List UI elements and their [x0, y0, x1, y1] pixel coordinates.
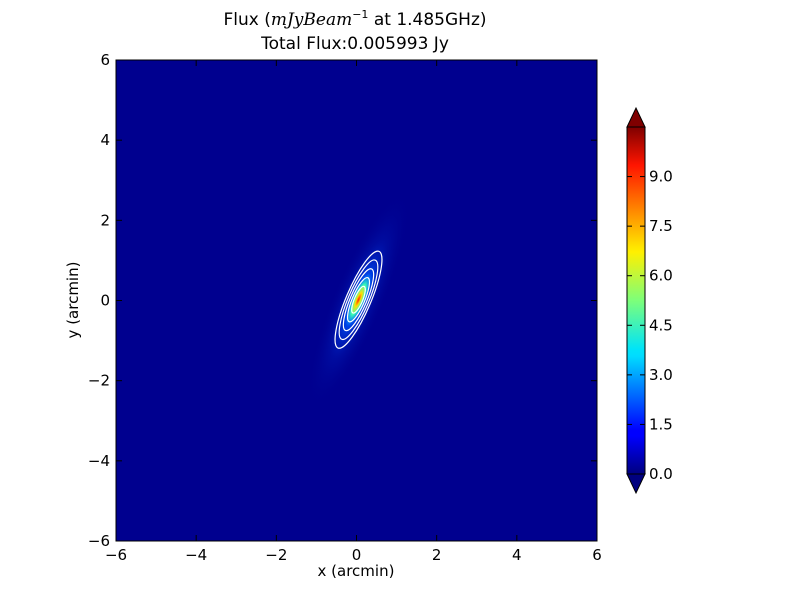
title-math: mJyBeam	[271, 10, 352, 30]
x-tick-label: −6	[105, 546, 127, 564]
colorbar-tick-label: 0.0	[649, 465, 673, 483]
x-tick-label: 6	[592, 546, 602, 564]
y-axis-ticks: −6 −4 −2 0 2 4 6	[88, 51, 597, 550]
y-axis-label: y (arcmin)	[64, 262, 82, 339]
colorbar: 0.0 1.5 3.0 4.5 6.0 7.5 9.0	[626, 106, 673, 495]
contour-level-4	[346, 276, 371, 323]
chart-title-line2: Total Flux:0.005993 Jy	[260, 34, 449, 54]
colorbar-tick-label: 3.0	[649, 366, 673, 384]
colorbar-gradient	[626, 126, 646, 475]
contour-level-5	[351, 285, 366, 314]
contour-level-3	[342, 268, 375, 332]
x-tick-label: 2	[432, 546, 442, 564]
colorbar-ticks: 0.0 1.5 3.0 4.5 6.0 7.5 9.0	[627, 168, 673, 483]
y-tick-label: −4	[88, 452, 110, 470]
x-tick-label: −4	[185, 546, 207, 564]
source-emission	[307, 192, 410, 407]
colorbar-tick-label: 1.5	[649, 415, 673, 433]
colorbar-tick-label: 6.0	[649, 267, 673, 285]
x-axis-label: x (arcmin)	[318, 562, 395, 580]
x-axis-ticks: −6 −4 −2 0 2 4 6	[105, 60, 602, 564]
y-tick-label: 0	[100, 292, 110, 310]
y-tick-label: 4	[100, 131, 110, 149]
source-core	[345, 272, 372, 327]
title-prefix: Flux (	[223, 10, 270, 30]
y-tick-label: 6	[100, 51, 110, 69]
colorbar-tick-label: 4.5	[649, 316, 673, 334]
y-tick-label: −6	[88, 532, 110, 550]
x-tick-label: 0	[352, 546, 362, 564]
x-tick-label: 4	[512, 546, 522, 564]
x-tick-label: −2	[265, 546, 287, 564]
contour-level-1	[334, 250, 383, 349]
y-tick-label: −2	[88, 372, 110, 390]
title-superscript: −1	[352, 8, 368, 21]
colorbar-tick-label: 9.0	[649, 168, 673, 186]
contour-level-2	[338, 259, 379, 341]
chart-title-line1: Flux (mJyBeam−1 at 1.485GHz)	[223, 8, 486, 30]
y-tick-label: 2	[100, 211, 110, 229]
contour-lines	[334, 250, 383, 349]
colorbar-tick-label: 7.5	[649, 217, 673, 235]
colorbar-extend-min	[626, 473, 646, 495]
plot-area	[116, 60, 597, 541]
title-suffix: at 1.485GHz)	[368, 10, 486, 30]
colorbar-extend-max	[626, 106, 646, 128]
